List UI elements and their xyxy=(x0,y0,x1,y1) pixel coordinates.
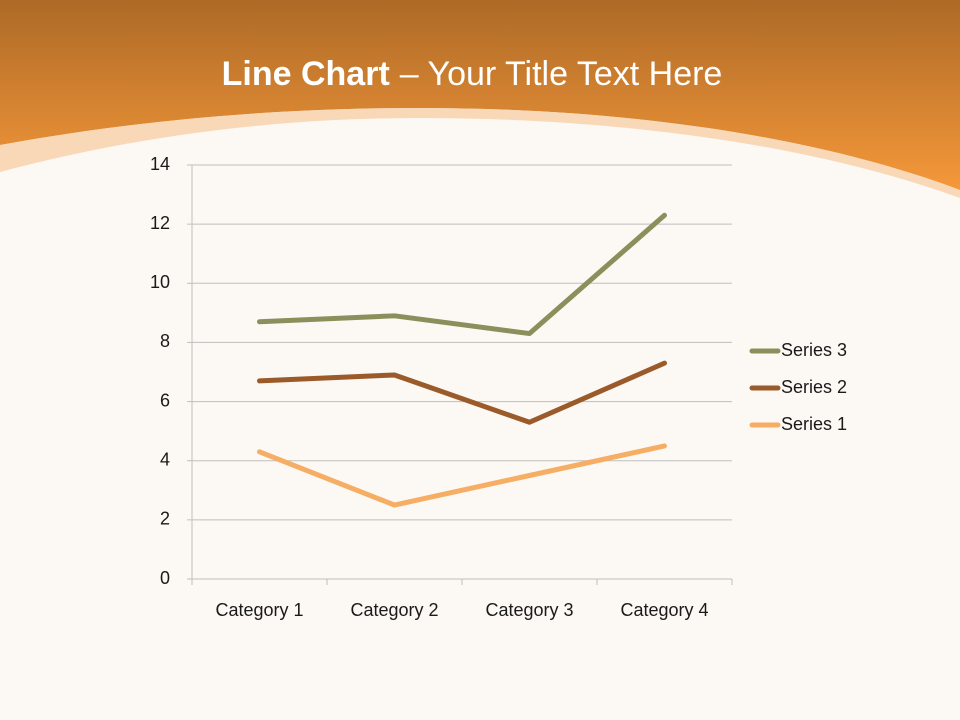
x-tick-label: Category 3 xyxy=(485,600,573,620)
header-band xyxy=(0,0,960,190)
plot: 0 2 4 6 8 10 12 14 Category 1 Category 2 Category … xyxy=(150,154,847,620)
x-tick-label: Category 4 xyxy=(620,600,708,620)
legend-label: Series 3 xyxy=(781,340,847,360)
y-tick-label: 0 xyxy=(160,568,170,588)
header-swoosh xyxy=(0,108,960,198)
x-tick-label: Category 2 xyxy=(350,600,438,620)
x-tick-label: Category 1 xyxy=(215,600,303,620)
y-tick-label: 4 xyxy=(160,449,170,469)
legend-label: Series 1 xyxy=(781,414,847,434)
chart-title: Line Chart – Your Title Text Here xyxy=(222,55,723,93)
series-line xyxy=(257,443,667,508)
y-tick-label: 12 xyxy=(150,213,170,233)
y-tick-label: 8 xyxy=(160,331,170,351)
series-line xyxy=(257,360,667,425)
y-tick-label: 14 xyxy=(150,154,170,174)
y-tick-label: 10 xyxy=(150,272,170,292)
legend-label: Series 2 xyxy=(781,377,847,397)
y-tick-label: 2 xyxy=(160,509,170,529)
series-line xyxy=(257,212,667,337)
title-rest: – Your Title Text Here xyxy=(400,55,723,93)
y-tick-label: 6 xyxy=(160,390,170,410)
title-bold: Line Chart xyxy=(222,55,390,93)
